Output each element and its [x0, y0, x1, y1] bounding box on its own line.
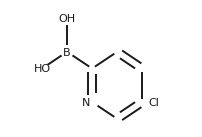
Text: B: B — [63, 48, 71, 58]
Text: N: N — [82, 98, 90, 108]
Text: HO: HO — [34, 65, 51, 75]
Text: OH: OH — [58, 14, 76, 24]
Text: Cl: Cl — [148, 98, 159, 108]
